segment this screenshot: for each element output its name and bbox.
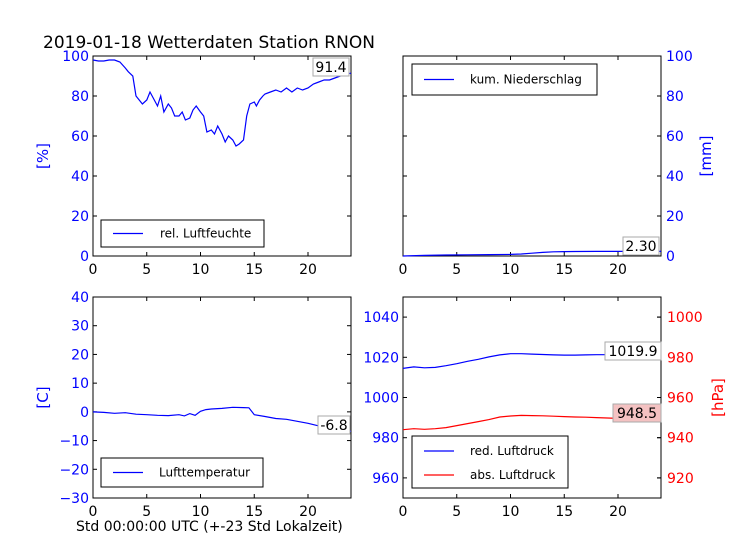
x-tick-label: 5 <box>452 504 461 520</box>
y2-axis-label: [hPa] <box>709 378 727 417</box>
y-tick-label: 40 <box>71 169 89 185</box>
y-tick-label: 40 <box>71 290 89 306</box>
precip-last-value-box <box>622 236 660 256</box>
y2-tick-label: 940 <box>667 431 694 447</box>
x-tick-label: 0 <box>399 504 408 520</box>
y-tick-label: 60 <box>666 129 684 145</box>
y-tick-label: 960 <box>372 471 399 487</box>
reduced-pressure-last-value-box <box>604 341 662 361</box>
y2-tick-label: 980 <box>667 350 694 366</box>
legend-label: Lufttemperatur <box>159 466 250 480</box>
legend-label: rel. Luftfeuchte <box>160 227 251 241</box>
plot-frame-2 <box>402 55 662 257</box>
series-line-rel-luftfeuchte <box>92 59 352 147</box>
y-tick-label: 80 <box>666 89 684 105</box>
x-tick-label: 5 <box>452 262 461 278</box>
x-tick-label: 20 <box>609 262 627 278</box>
x-tick-label: 20 <box>299 504 317 520</box>
y-tick-label: 20 <box>71 209 89 225</box>
x-tick-label: 15 <box>555 262 573 278</box>
y-axis-label: [mm] <box>697 136 715 177</box>
x-tick-label: 5 <box>142 262 151 278</box>
x-axis-label: Std 00:00:00 UTC (+-23 Std Lokalzeit) <box>76 519 343 535</box>
humidity-last-value-box <box>312 57 350 77</box>
x-tick-label: 20 <box>299 262 317 278</box>
y-tick-label: 0 <box>80 405 89 421</box>
y-tick-label: 10 <box>71 376 89 392</box>
y-tick-label: 1020 <box>363 350 399 366</box>
y-tick-label: 20 <box>666 209 684 225</box>
reduced-pressure-last-value: 1019.9 <box>609 344 658 360</box>
y-tick-label: 60 <box>71 129 89 145</box>
y-tick-label: 1000 <box>363 391 399 407</box>
y-tick-label: 40 <box>666 169 684 185</box>
x-tick-label: 0 <box>89 504 98 520</box>
y-tick-label: −20 <box>59 462 89 478</box>
y2-tick-label: 960 <box>667 391 694 407</box>
precip-last-value: 2.30 <box>625 239 656 255</box>
legend-label: red. Luftdruck <box>470 444 554 458</box>
legend-label: kum. Niederschlag <box>470 73 582 87</box>
x-tick-label: 20 <box>609 504 627 520</box>
y-tick-label: 100 <box>666 49 693 65</box>
y-tick-label: 980 <box>372 431 399 447</box>
temp-last-value-box <box>317 415 351 435</box>
y2-tick-label: 920 <box>667 471 694 487</box>
y-tick-label: −30 <box>59 491 89 507</box>
abs-pressure-last-value-box <box>612 403 662 423</box>
x-tick-label: 10 <box>192 262 210 278</box>
plot-frame-1 <box>92 55 352 257</box>
humidity-last-value: 91.4 <box>315 60 346 76</box>
x-tick-label: 0 <box>89 262 98 278</box>
abs-pressure-last-value: 948.5 <box>617 406 657 422</box>
y-tick-label: 100 <box>62 49 89 65</box>
x-tick-label: 0 <box>399 262 408 278</box>
y-tick-label: 1040 <box>363 310 399 326</box>
plot-frame-3 <box>92 296 352 499</box>
y-tick-label: 30 <box>71 319 89 335</box>
temp-last-value: -6.8 <box>320 418 347 434</box>
x-tick-label: 10 <box>502 504 520 520</box>
y-tick-label: 0 <box>80 249 89 265</box>
y-axis-label: [C] <box>34 386 52 408</box>
series-line-kum-niederschlag <box>402 250 661 257</box>
y-tick-label: −10 <box>59 434 89 450</box>
legend-box <box>411 435 569 489</box>
legend-label: abs. Luftdruck <box>470 468 555 482</box>
x-tick-label: 15 <box>245 504 263 520</box>
y-tick-label: 20 <box>71 347 89 363</box>
x-tick-label: 10 <box>192 504 210 520</box>
y2-tick-label: 1000 <box>667 310 703 326</box>
figure-title: 2019-01-18 Wetterdaten Station RNON <box>43 33 375 53</box>
x-tick-label: 10 <box>502 262 520 278</box>
y-axis-label: [%] <box>34 143 52 169</box>
y-tick-label: 0 <box>666 249 675 265</box>
x-tick-label: 15 <box>245 262 263 278</box>
x-tick-label: 15 <box>555 504 573 520</box>
series-line-lufttemperatur <box>92 406 352 432</box>
x-tick-label: 5 <box>142 504 151 520</box>
y-tick-label: 80 <box>71 89 89 105</box>
